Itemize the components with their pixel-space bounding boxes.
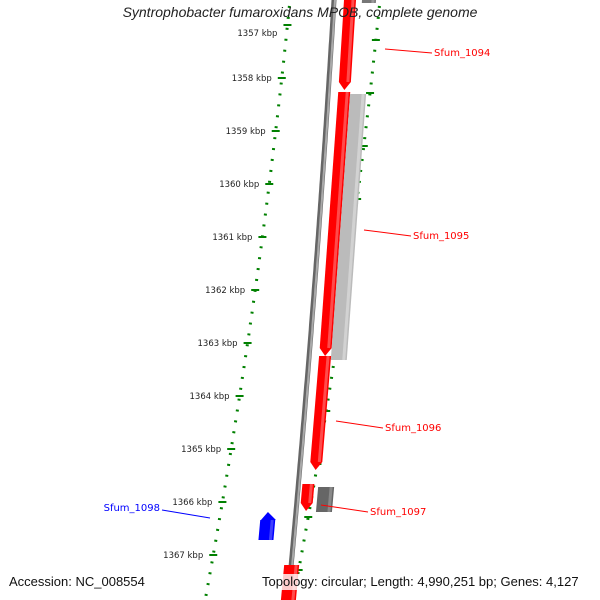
tick-label: 1365 kbp <box>181 445 221 455</box>
tick-label: 1357 kbp <box>237 29 277 39</box>
gene-label: Sfum_1098 <box>104 503 160 514</box>
map-title: Syntrophobacter fumaroxidans MPOB, compl… <box>122 4 478 20</box>
accession-label: Accession: NC_008554 <box>9 574 145 590</box>
topology-label: Topology: circular; Length: 4,990,251 bp… <box>262 574 579 590</box>
gene-label-line <box>161 509 211 519</box>
tick-label: 1362 kbp <box>205 286 245 296</box>
gene-sfum-1096-shade <box>317 355 330 463</box>
gene-sfum-1097-shade <box>308 483 313 504</box>
tick-label: 1361 kbp <box>212 233 252 243</box>
gene-label: Sfum_1096 <box>385 423 441 434</box>
gene-label-line <box>320 504 369 513</box>
tick-label: 1364 kbp <box>190 392 230 402</box>
gene-sfum-1098-arrow <box>260 512 276 520</box>
gene-label-line <box>363 229 412 237</box>
gene-sfum-1095-shade <box>327 91 349 349</box>
gene-label-line <box>335 420 384 429</box>
tick-label: 1358 kbp <box>232 74 272 84</box>
gene-other-1097-shade <box>327 486 333 513</box>
gene-label: Sfum_1094 <box>434 48 490 59</box>
tick-ring-left <box>203 0 292 600</box>
backbone-highlight <box>287 0 337 600</box>
gene-other-1095-shade <box>342 93 365 361</box>
gene-sfum-1094-shade <box>346 0 355 83</box>
tick-label: 1360 kbp <box>219 180 259 190</box>
tick-label: 1363 kbp <box>198 339 238 349</box>
tick-label: 1367 kbp <box>163 551 203 561</box>
gene-label-line <box>384 48 433 54</box>
gene-label: Sfum_1095 <box>413 231 469 242</box>
gene-label: Sfum_1097 <box>370 507 426 518</box>
gene-sfum-1098-shade <box>268 519 274 541</box>
tick-label: 1366 kbp <box>172 498 212 508</box>
tick-label: 1359 kbp <box>226 127 266 137</box>
